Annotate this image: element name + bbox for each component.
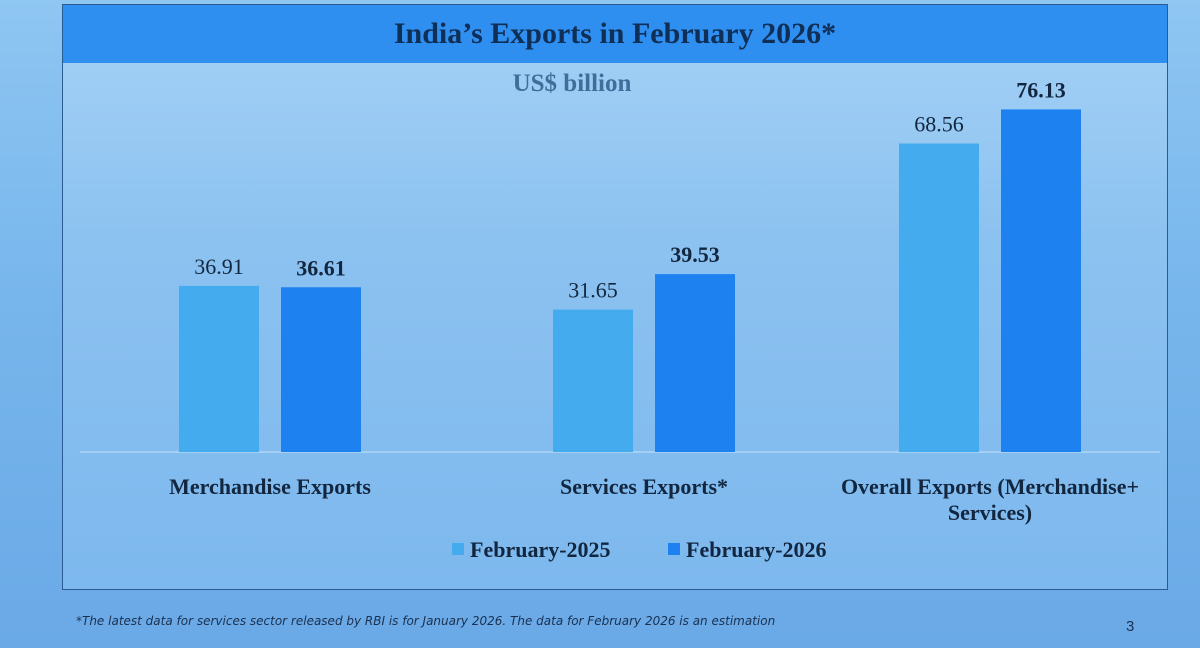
- bar-february-2025-1: [553, 309, 633, 452]
- category-label-2-line-1: Services): [948, 500, 1032, 525]
- legend-label-february-2025: February-2025: [470, 537, 611, 562]
- data-label-february-2025-1: 31.65: [568, 278, 618, 303]
- slide-title: India’s Exports in February 2026*: [393, 17, 837, 50]
- data-label-february-2026-0: 36.61: [296, 255, 346, 280]
- title-bar: India’s Exports in February 2026*: [63, 5, 1167, 63]
- bar-february-2026-2: [1001, 109, 1081, 452]
- footnote: *The latest data for services sector rel…: [76, 614, 776, 628]
- category-label-2-line-0: Overall Exports (Merchandise+: [841, 474, 1139, 499]
- bar-february-2026-1: [655, 274, 735, 452]
- category-label-0: Merchandise Exports: [169, 474, 371, 499]
- data-label-february-2026-2: 76.13: [1016, 77, 1066, 102]
- chart-subtitle: US$ billion: [512, 70, 632, 97]
- data-label-february-2026-1: 39.53: [670, 242, 720, 267]
- data-label-february-2025-2: 68.56: [914, 111, 964, 136]
- bar-february-2025-0: [179, 285, 259, 452]
- legend-label-february-2026: February-2026: [686, 537, 827, 562]
- data-label-february-2025-0: 36.91: [194, 254, 244, 279]
- category-label-1: Services Exports*: [560, 474, 728, 499]
- legend-swatch-february-2026: [668, 543, 680, 555]
- legend-swatch-february-2025: [452, 543, 464, 555]
- bar-february-2026-0: [281, 287, 361, 452]
- bar-february-2025-2: [899, 143, 979, 453]
- page-number: 3: [1126, 618, 1135, 635]
